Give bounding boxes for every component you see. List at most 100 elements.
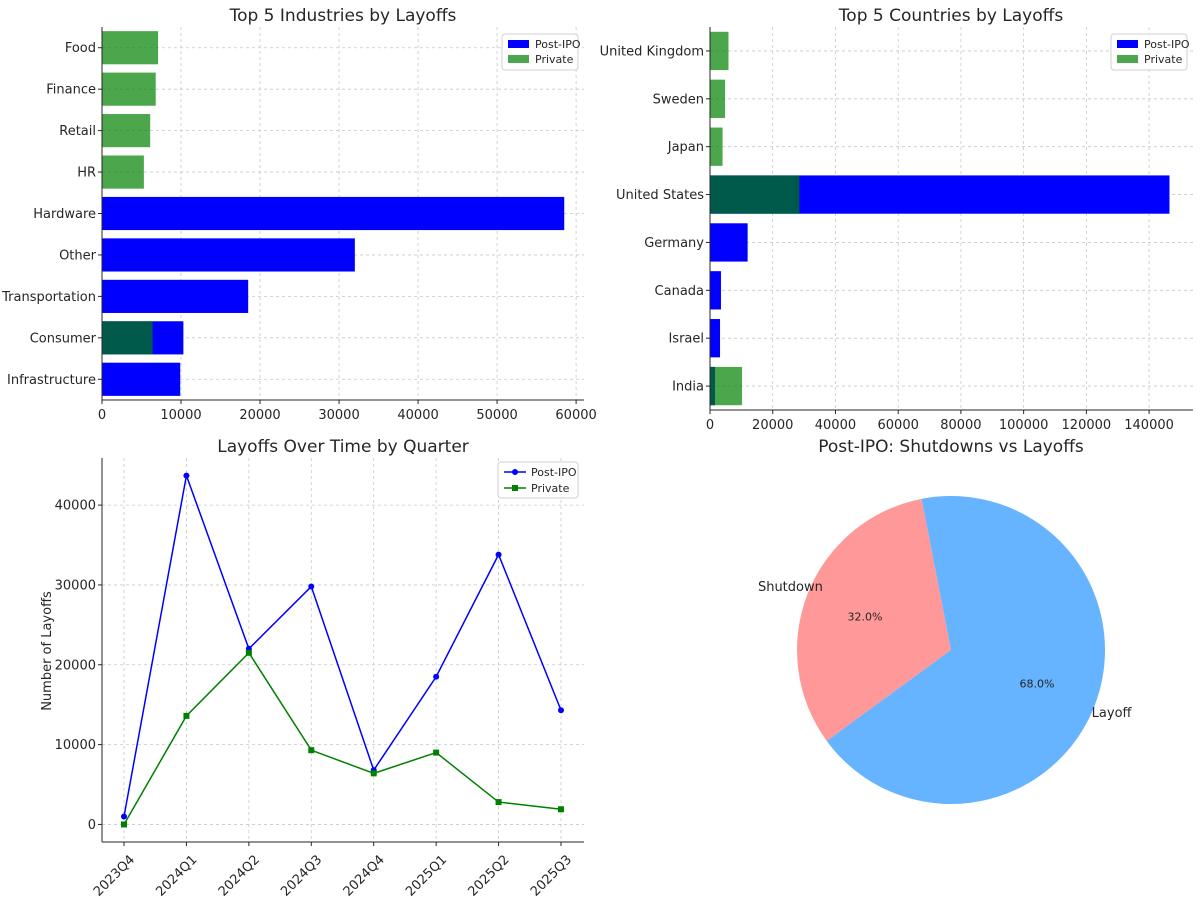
countries-title: Top 5 Countries by Layoffs [838,6,1064,26]
legend-label-post-ipo: Post-IPO [531,466,577,479]
legend-swatch-private [508,55,529,63]
bar-private-united-kingdom [710,31,729,71]
x-tick-label: 0 [98,408,106,423]
x-tick-label: 80000 [940,418,981,433]
bar-private-hr [102,155,144,189]
legend-label-private: Private [1144,53,1183,66]
legend-label-private: Private [531,482,570,495]
point-post-ipo-2025q3 [558,707,564,714]
x-tick-label-2024q4: 2024Q4 [341,852,388,898]
x-tick-label: 60000 [878,418,919,433]
x-tick-label: 40000 [815,418,856,433]
y-tick-label-hr: HR [77,166,96,181]
y-tick-label-other: Other [59,248,97,263]
point-private-2024q1 [183,712,190,719]
x-tick-label: 40000 [397,408,438,423]
y-tick-label: 40000 [55,499,96,514]
y-tick-label-japan: Japan [667,140,704,155]
point-private-2025q1 [433,749,440,756]
legend-marker-private [512,485,518,491]
bar-post-ipo-infrastructure [102,362,181,396]
x-tick-label-2023q4: 2023Q4 [91,852,138,898]
point-post-ipo-2023q4 [121,813,127,820]
bar-post-ipo-israel [710,319,721,358]
x-tick-label: 50000 [476,408,517,423]
y-tick-label: 20000 [55,658,96,673]
bar-post-ipo-other [102,238,355,272]
y-tick-label-transportation: Transportation [1,290,96,305]
pie-title: Post-IPO: Shutdowns vs Layoffs [818,437,1084,457]
bar-private-united-states [710,175,800,214]
point-private-2025q2 [495,799,502,806]
x-tick-label-2025q1: 2025Q1 [403,852,450,898]
point-post-ipo-2024q1 [183,472,190,479]
line-post-ipo [123,472,562,817]
bar-private-retail [102,114,151,148]
pie-label-layoff: Layoff [1092,706,1133,721]
point-post-ipo-2025q1 [433,673,440,680]
y-tick-label-retail: Retail [59,124,96,139]
quarters-title: Layoffs Over Time by Quarter [217,437,469,457]
pie-label-shutdown: Shutdown [758,580,823,595]
countries-chart: Top 5 Countries by Layoffs 0 20000 40000 60… [600,6,1193,433]
y-tick-label-finance: Finance [46,83,96,98]
x-tick-label: 10000 [160,408,201,423]
y-tick-label-united-states: United States [616,188,704,203]
bar-private-india [710,366,742,406]
legend-label-post-ipo: Post-IPO [535,38,581,51]
line-private [123,651,562,825]
pie-slice-layoff [826,496,1106,804]
y-tick-label: 30000 [55,578,96,593]
x-tick-label-2024q1: 2024Q1 [153,852,200,898]
legend-swatch-private [1117,55,1138,63]
y-tick-label-israel: Israel [668,332,704,347]
bar-private-sweden [710,79,726,118]
y-tick-label-consumer: Consumer [30,331,97,346]
y-tick-label-sweden: Sweden [653,92,704,107]
y-tick-label-india: India [672,380,704,395]
legend-label-private: Private [535,53,574,66]
x-tick-label: 20000 [752,418,793,433]
bar-post-ipo-transportation [102,279,249,313]
point-private-2025q3 [558,806,564,813]
x-tick-label: 120000 [1062,418,1112,433]
bar-post-ipo-hardware [102,196,565,231]
pie-slice-shutdown [797,498,951,741]
x-tick-label-2024q2: 2024Q2 [216,852,263,898]
y-tick-label: 10000 [55,738,96,753]
y-tick-label-food: Food [65,41,96,56]
point-private-2024q2 [245,649,252,656]
quarters-y-axis-label: Number of Layoffs [40,591,55,711]
y-tick-label-canada: Canada [655,284,704,299]
x-tick-label: 100000 [999,418,1049,433]
x-tick-label: 20000 [239,408,280,423]
legend-swatch-post-ipo [1117,40,1138,48]
pie-chart: Post-IPO: Shutdowns vs Layoffs Shutdown 3… [758,437,1133,804]
point-post-ipo-2024q3 [308,583,315,590]
bar-private-food [102,31,159,65]
y-tick-label-hardware: Hardware [33,207,96,222]
x-tick-label-2025q3: 2025Q3 [528,852,575,898]
point-post-ipo-2025q2 [495,551,502,558]
y-tick-label-germany: Germany [644,236,704,251]
point-private-2024q3 [308,747,315,754]
industries-chart: Top 5 Industries by Layoffs 0 10000 20000 3… [1,6,597,423]
x-tick-label: 60000 [555,408,596,423]
x-tick-label-2024q3: 2024Q3 [278,852,325,898]
pie-percent-layoff: 68.0% [1020,678,1055,691]
y-tick-label: 0 [88,818,96,833]
x-tick-label-2025q2: 2025Q2 [466,852,513,898]
legend-swatch-post-ipo [508,40,529,48]
bar-private-consumer [102,321,153,355]
point-private-2023q4 [121,821,127,828]
quarters-chart: Layoffs Over Time by Quarter Number of L… [40,437,584,898]
x-tick-label: 30000 [318,408,359,423]
bar-post-ipo-canada [710,271,721,310]
y-tick-label-infrastructure: Infrastructure [7,373,96,388]
bar-private-japan [710,127,723,166]
legend-label-post-ipo: Post-IPO [1144,38,1190,51]
bar-post-ipo-germany [710,223,748,262]
industries-title: Top 5 Industries by Layoffs [229,6,457,26]
x-tick-label: 140000 [1124,418,1174,433]
